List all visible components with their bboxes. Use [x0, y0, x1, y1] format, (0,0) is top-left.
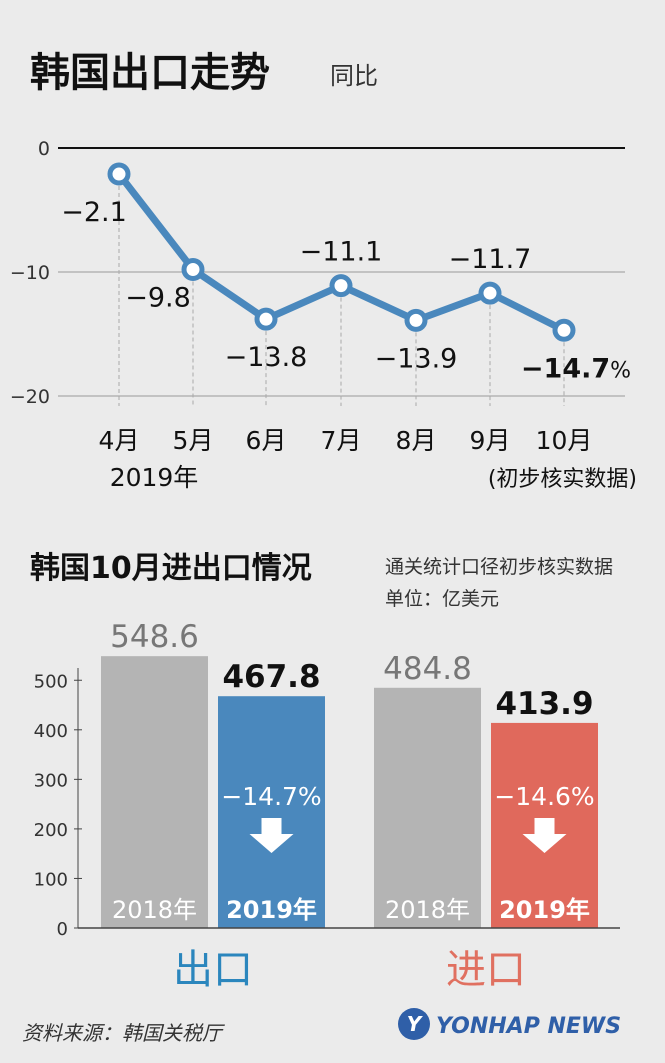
group-label: 出口: [173, 947, 253, 993]
data-label: −11.7: [449, 244, 532, 275]
x-tick-label: 5月: [173, 426, 214, 455]
bar-year-label: 2019年: [226, 896, 317, 924]
y-tick-label: 0: [38, 138, 50, 160]
yonhap-brand: YONHAP NEWS: [436, 1014, 621, 1039]
bar-value-label: 413.9: [495, 686, 593, 722]
y-tick-label: 200: [34, 820, 68, 841]
data-label: −14.7%: [521, 353, 631, 384]
data-point: [254, 307, 278, 331]
down-arrow-icon: [522, 818, 567, 853]
data-note: (初步核实数据): [488, 467, 637, 492]
line-chart: 0 −10 −20 −2.1 −9.8 −13.8 −11.1 −13.9 −11.7 −14.7…: [10, 138, 637, 492]
data-label: −13.9: [375, 343, 458, 374]
y-tick-label: 100: [34, 869, 68, 890]
y-tick-label: 0: [57, 919, 68, 940]
bar: [101, 656, 208, 928]
line-chart-subtitle: 同比: [330, 62, 378, 90]
x-tick-label: 6月: [246, 426, 287, 455]
bar-chart-source-note: 通关统计口径初步核实数据: [385, 556, 613, 578]
data-point: [181, 258, 205, 282]
data-label: −13.8: [225, 342, 308, 373]
group-label: 进口: [446, 947, 526, 993]
x-tick-label: 10月: [536, 426, 593, 455]
bar-year-label: 2018年: [385, 896, 470, 924]
data-point: [107, 162, 131, 186]
x-tick-label: 8月: [396, 426, 437, 455]
line-chart-title: 韩国出口走势: [30, 50, 270, 96]
data-label: −9.8: [125, 283, 191, 314]
data-label: −2.1: [61, 197, 127, 228]
yonhap-logo: Y YONHAP NEWS: [398, 1008, 621, 1040]
bar-year-label: 2019年: [499, 896, 590, 924]
percent-suffix: %: [610, 358, 631, 383]
y-tick-label: −20: [10, 386, 50, 408]
x-tick-label: 4月: [99, 426, 140, 455]
bar-value-label: 548.6: [110, 619, 199, 655]
change-label: −14.7%: [221, 782, 321, 811]
bar: [374, 687, 481, 928]
y-tick-label: 300: [34, 770, 68, 791]
yonhap-logo-mark: Y: [407, 1012, 424, 1036]
bar-value-label: 467.8: [222, 659, 320, 695]
data-point: [329, 274, 353, 298]
bar: [218, 696, 325, 928]
bar-chart-unit: 单位：亿美元: [385, 588, 499, 610]
x-tick-label: 9月: [470, 426, 511, 455]
source-credit: 资料来源：韩国关税厅: [22, 1021, 225, 1045]
bar-chart: 0 100 200 300 400 500 548.6 2018年 467.8 2019年 −14.…: [34, 619, 620, 993]
change-label: −14.6%: [494, 782, 594, 811]
data-point: [552, 318, 576, 342]
data-label: −11.1: [300, 237, 383, 268]
y-tick-label: 400: [34, 721, 68, 742]
down-arrow-icon: [249, 818, 294, 853]
year-label: 2019年: [110, 463, 199, 492]
yonhap-logo-icon: [398, 1008, 430, 1040]
bar-value-label: 484.8: [383, 651, 472, 687]
x-tick-label: 7月: [321, 426, 362, 455]
data-point: [478, 281, 502, 305]
y-tick-label: 500: [34, 671, 68, 692]
bar-year-label: 2018年: [112, 896, 197, 924]
bar-chart-title: 韩国10月进出口情况: [30, 551, 312, 586]
y-tick-label: −10: [10, 262, 50, 284]
data-point: [404, 308, 428, 332]
